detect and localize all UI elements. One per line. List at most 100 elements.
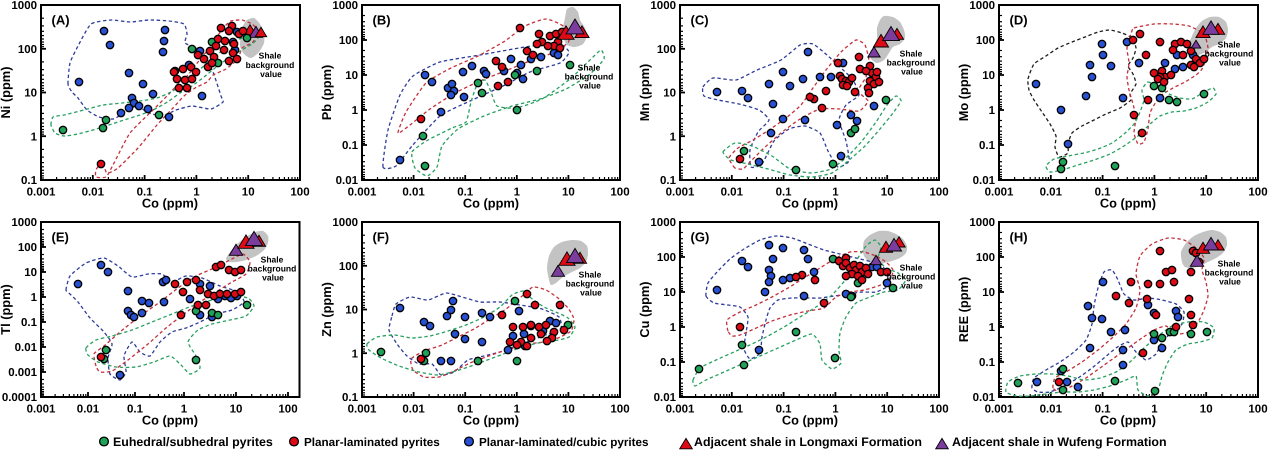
svg-text:1000: 1000	[650, 0, 676, 12]
svg-text:1: 1	[31, 292, 38, 304]
svg-text:10: 10	[230, 404, 243, 416]
svg-text:1: 1	[832, 187, 839, 199]
svg-text:10: 10	[1200, 404, 1213, 416]
svg-text:100: 100	[339, 35, 358, 47]
svg-text:0.1: 0.1	[457, 187, 474, 199]
svg-text:background: background	[246, 60, 295, 70]
svg-text:Co (ppm): Co (ppm)	[142, 196, 198, 211]
svg-text:1000: 1000	[332, 217, 358, 229]
svg-text:100: 100	[1248, 404, 1267, 416]
svg-text:10: 10	[24, 88, 37, 100]
svg-text:Cu (ppm): Cu (ppm)	[637, 281, 652, 337]
svg-text:Shale: Shale	[578, 63, 601, 73]
svg-text:1: 1	[181, 404, 188, 416]
svg-text:REE (ppm): REE (ppm)	[956, 277, 971, 342]
svg-text:0.1: 0.1	[342, 392, 359, 404]
svg-text:Shale: Shale	[261, 255, 284, 265]
svg-text:0.1: 0.1	[979, 140, 996, 152]
svg-text:Adjacent shale in Longmaxi For: Adjacent shale in Longmaxi Formation	[694, 435, 922, 449]
svg-text:background: background	[565, 72, 614, 82]
svg-text:Pb (ppm): Pb (ppm)	[319, 65, 334, 120]
svg-text:1000: 1000	[11, 0, 37, 12]
svg-text:0.001: 0.001	[348, 187, 377, 199]
svg-text:1000: 1000	[969, 0, 995, 12]
svg-text:0.01: 0.01	[15, 342, 38, 354]
svg-text:10: 10	[881, 187, 894, 199]
svg-text:10: 10	[1200, 187, 1213, 199]
svg-text:Co (ppm): Co (ppm)	[782, 413, 838, 428]
svg-text:Planar-laminated/cubic pyrites: Planar-laminated/cubic pyrites	[479, 436, 649, 449]
svg-text:10: 10	[663, 88, 676, 100]
svg-text:value: value	[262, 273, 284, 283]
svg-text:Ni (ppm): Ni (ppm)	[0, 67, 13, 119]
svg-text:1: 1	[989, 322, 996, 334]
svg-text:background: background	[248, 264, 297, 274]
svg-text:0.01: 0.01	[82, 187, 105, 199]
svg-text:100: 100	[290, 187, 309, 199]
svg-text:10: 10	[663, 287, 676, 299]
svg-text:10: 10	[345, 70, 358, 82]
svg-text:0.01: 0.01	[402, 187, 425, 199]
svg-text:background: background	[566, 279, 615, 289]
svg-text:Shale: Shale	[1218, 40, 1241, 50]
svg-text:Co (ppm): Co (ppm)	[1100, 196, 1156, 211]
svg-text:Euhedral/subhedral pyrites: Euhedral/subhedral pyrites	[113, 435, 273, 449]
svg-text:(H): (H)	[1010, 230, 1028, 245]
svg-text:0.1: 0.1	[660, 357, 677, 369]
svg-text:10: 10	[562, 404, 575, 416]
svg-text:100: 100	[278, 404, 297, 416]
svg-text:0.1: 0.1	[979, 357, 996, 369]
svg-text:Mo (ppm): Mo (ppm)	[956, 64, 971, 122]
svg-text:0.01: 0.01	[1040, 187, 1063, 199]
svg-text:Shale: Shale	[1218, 259, 1241, 269]
svg-text:Co (ppm): Co (ppm)	[463, 196, 519, 211]
svg-text:Co (ppm): Co (ppm)	[142, 413, 198, 428]
svg-text:value: value	[579, 81, 601, 91]
svg-text:100: 100	[610, 187, 629, 199]
svg-text:10: 10	[24, 267, 37, 279]
svg-text:100: 100	[929, 187, 948, 199]
svg-text:(D): (D)	[1010, 13, 1028, 28]
svg-text:10: 10	[345, 305, 358, 317]
svg-text:0.1: 0.1	[457, 404, 474, 416]
svg-text:0.1: 0.1	[21, 317, 38, 329]
svg-text:100: 100	[1248, 187, 1267, 199]
svg-text:Co (ppm): Co (ppm)	[1100, 413, 1156, 428]
svg-text:0.001: 0.001	[8, 367, 37, 379]
svg-text:1: 1	[670, 131, 677, 143]
svg-text:0.1: 0.1	[342, 140, 359, 152]
svg-text:background: background	[1205, 268, 1254, 278]
svg-text:1: 1	[1151, 187, 1158, 199]
svg-text:Co (ppm): Co (ppm)	[782, 196, 838, 211]
svg-text:Mn (ppm): Mn (ppm)	[637, 64, 652, 122]
svg-text:0.001: 0.001	[27, 187, 56, 199]
svg-text:1: 1	[514, 187, 521, 199]
svg-text:0.1: 0.1	[137, 187, 154, 199]
svg-text:10: 10	[982, 287, 995, 299]
svg-text:0.001: 0.001	[348, 404, 377, 416]
svg-text:0.1: 0.1	[1095, 187, 1112, 199]
svg-text:0.01: 0.01	[721, 187, 744, 199]
svg-text:1: 1	[832, 404, 839, 416]
svg-text:1: 1	[989, 105, 996, 117]
svg-text:100: 100	[18, 44, 37, 56]
svg-text:Planar-laminated pyrites: Planar-laminated pyrites	[304, 436, 440, 449]
svg-text:0.01: 0.01	[654, 392, 677, 404]
svg-text:0.01: 0.01	[973, 392, 996, 404]
svg-text:0.01: 0.01	[336, 175, 359, 187]
svg-text:100: 100	[929, 404, 948, 416]
svg-text:1: 1	[193, 187, 200, 199]
svg-text:1000: 1000	[332, 0, 358, 12]
svg-text:(G): (G)	[691, 230, 710, 245]
svg-text:0.001: 0.001	[985, 404, 1014, 416]
svg-text:Tl (ppm): Tl (ppm)	[0, 284, 13, 334]
svg-text:0.001: 0.001	[666, 404, 695, 416]
svg-text:1: 1	[352, 105, 359, 117]
svg-text:(E): (E)	[52, 230, 69, 245]
svg-text:(F): (F)	[373, 230, 390, 245]
svg-text:100: 100	[657, 44, 676, 56]
svg-text:100: 100	[976, 252, 995, 264]
svg-text:0.1: 0.1	[776, 404, 793, 416]
svg-text:(C): (C)	[691, 13, 709, 28]
svg-text:100: 100	[18, 242, 37, 254]
